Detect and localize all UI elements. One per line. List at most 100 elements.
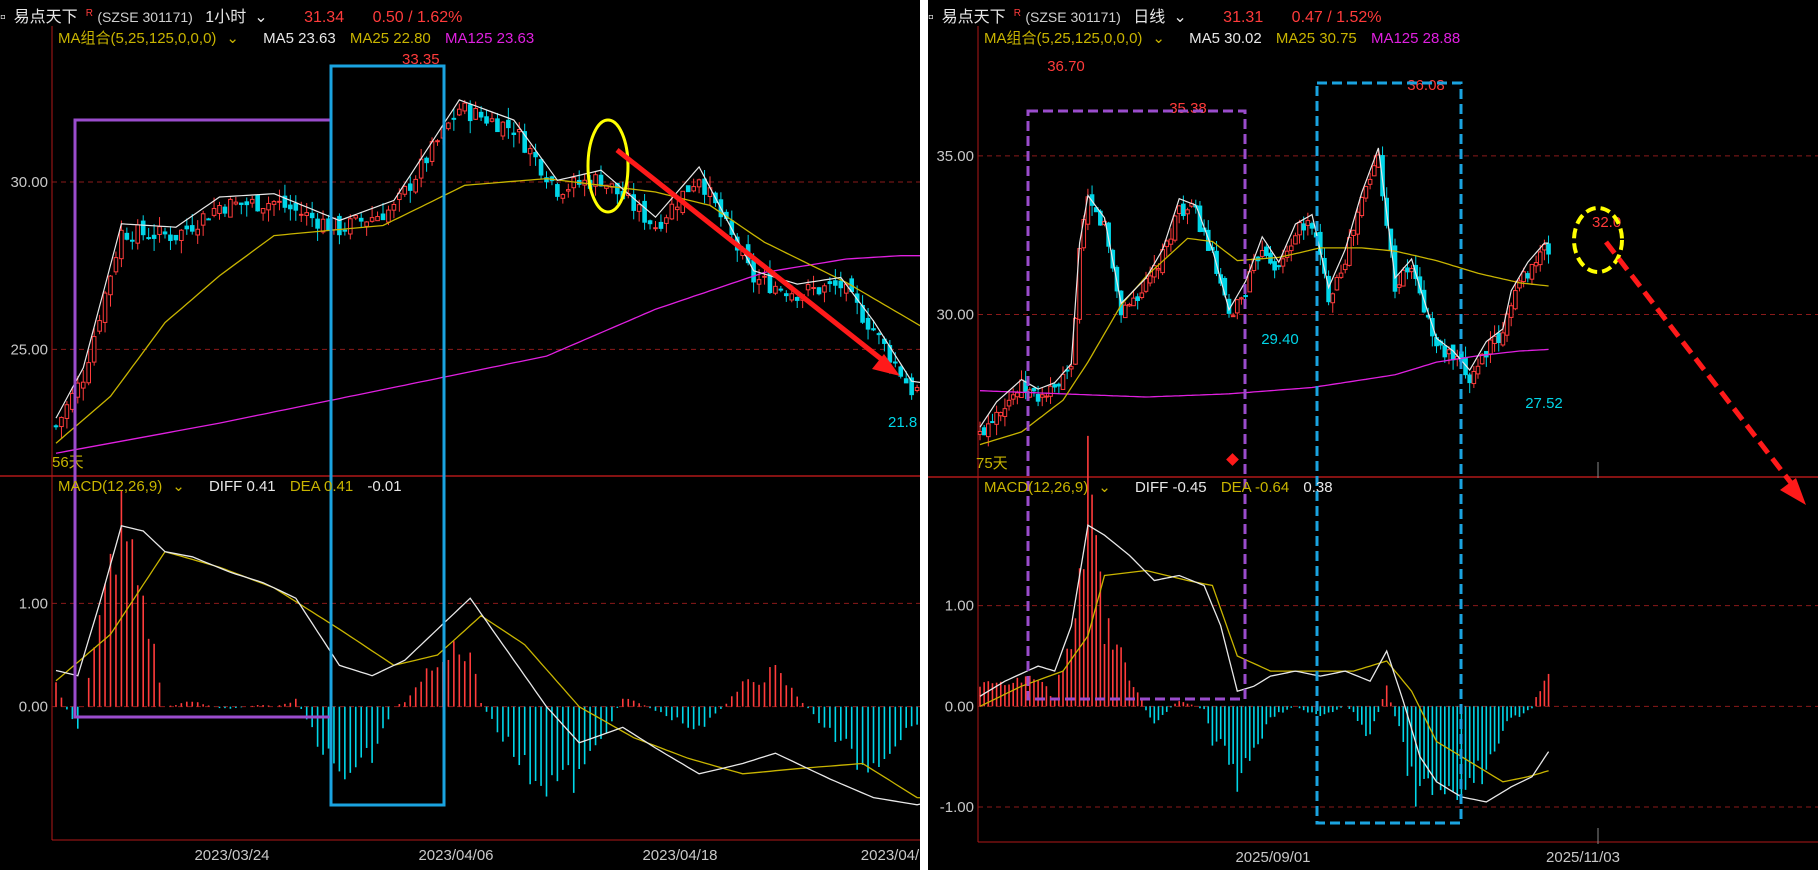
candle-body [1309, 223, 1315, 229]
candle-body [358, 217, 364, 222]
date-axis-label: 2023/04/06 [418, 847, 493, 864]
candle-body [1409, 268, 1414, 273]
ma-group-selector[interactable]: MA组合(5,25,125,0,0,0) ⌄ [984, 30, 1175, 47]
ma-group-label: MA组合(5,25,125,0,0,0) [984, 30, 1143, 47]
candle-body [1073, 317, 1078, 365]
candle-body [811, 287, 816, 290]
diff-line [55, 525, 920, 806]
candle-body [298, 213, 304, 216]
menu-icon[interactable]: ▫ [0, 9, 6, 27]
candle-body [75, 382, 81, 398]
candle-body [827, 281, 833, 285]
candle-body [1106, 222, 1111, 247]
candle-body [457, 108, 462, 116]
ma125-value: MA125 23.63 [444, 30, 535, 47]
date-axis-label: 2025/11/03 [1546, 849, 1620, 866]
stock-code: (SZSE 301171) [97, 9, 193, 26]
highlight-ellipse [586, 118, 630, 214]
chevron-down-icon: ⌄ [226, 30, 239, 47]
candle-body [527, 148, 533, 155]
candle-body [1235, 299, 1240, 314]
candle-body [195, 228, 200, 236]
highlight-ellipse [1572, 206, 1624, 274]
candle-body [451, 117, 457, 120]
candle-body [462, 102, 468, 112]
candle-body [211, 207, 217, 216]
macd-selector[interactable]: MACD(12,26,9) ⌄ [984, 479, 1121, 496]
candle-body [1102, 220, 1107, 226]
candle-body [320, 218, 326, 233]
period-label: 1小时 [205, 9, 247, 27]
hourly-chart-canvas: 30.00 25.00 1.00 0.00 2023/03/24 2023/04/06 20… [0, 26, 920, 864]
candle-body [1131, 297, 1136, 307]
candle-body [1363, 186, 1369, 199]
candle-body [1060, 373, 1066, 390]
candle-body [642, 200, 647, 223]
stock-badge: R [85, 8, 93, 19]
candle-body [364, 221, 369, 227]
candle-body [675, 206, 680, 211]
candle-body [511, 132, 517, 136]
trend-arrow-line [615, 148, 892, 368]
macd-value: -0.01 [367, 478, 402, 495]
stock-code: (SZSE 301171) [1025, 9, 1121, 26]
candle-body [260, 208, 266, 214]
candle-body [217, 205, 222, 214]
candle-body [173, 234, 179, 241]
price-change: 0.47 / 1.52% [1291, 9, 1382, 27]
high-price-label: 33.35 [402, 51, 440, 68]
candle-body [1513, 290, 1518, 310]
menu-icon[interactable]: ▫ [928, 9, 934, 27]
candle-body [1330, 293, 1336, 304]
candle-body [1517, 280, 1522, 289]
period-selector[interactable]: 日线 ⌄ [1133, 9, 1194, 26]
candle-body [1143, 278, 1149, 292]
dea-line [979, 569, 1549, 783]
candle-body [1471, 370, 1477, 385]
candle-body [80, 381, 86, 389]
daily-chart-canvas: 35.00 30.00 1.00 0.00 -1.00 2025/09/01 2025/11… [928, 26, 1818, 866]
candle-body [108, 275, 113, 296]
stock-name: 易点天下 [941, 9, 1006, 27]
price-value: 31.34 [304, 9, 345, 27]
candle-body [538, 159, 544, 176]
candle-body [1176, 205, 1182, 215]
candle-body [146, 237, 151, 240]
candle-body [865, 317, 871, 330]
dea-value: DEA -0.64 [1220, 479, 1290, 496]
candle-body [102, 292, 108, 323]
signal-marker [1226, 453, 1239, 466]
price-tick-label: 25.00 [10, 341, 48, 358]
candle-body [288, 204, 293, 210]
candle-body [756, 279, 762, 285]
candle-body [162, 231, 168, 235]
candle-body [1392, 245, 1398, 292]
candle-body [255, 194, 260, 212]
candle-body [977, 430, 983, 435]
high-price-label: 35.38 [1169, 100, 1207, 117]
ma-group-selector[interactable]: MA组合(5,25,125,0,0,0) ⌄ [58, 30, 249, 47]
candle-body [871, 328, 876, 331]
chevron-down-icon: ⌄ [254, 9, 268, 27]
candle-body [981, 427, 987, 436]
range-box-purple-dashed [1026, 109, 1247, 701]
stock-badge: R [1013, 8, 1021, 19]
chart-panel-daily: 35.00 30.00 1.00 0.00 -1.00 2025/09/01 2025/11… [928, 0, 1818, 870]
candle-body [1135, 296, 1140, 302]
chevron-down-icon: ⌄ [1173, 9, 1187, 27]
period-selector[interactable]: 1小时 ⌄ [205, 9, 275, 26]
candle-body [249, 198, 255, 204]
candle-body [435, 140, 440, 143]
candle-body [402, 185, 408, 195]
macd-selector[interactable]: MACD(12,26,9) ⌄ [58, 478, 195, 495]
candle-body [1052, 384, 1058, 388]
candle-body [1272, 261, 1277, 271]
projection-arrow-head [1780, 478, 1806, 505]
macd-tick-label: -1.00 [940, 799, 974, 816]
candle-body [1355, 211, 1360, 235]
candle-body [113, 257, 119, 273]
candle-body [1031, 387, 1037, 392]
candle-body [1259, 250, 1265, 257]
ma-legend: MA组合(5,25,125,0,0,0) ⌄ MA5 30.02 MA25 30.… [984, 28, 1470, 50]
candle-body [151, 234, 157, 239]
